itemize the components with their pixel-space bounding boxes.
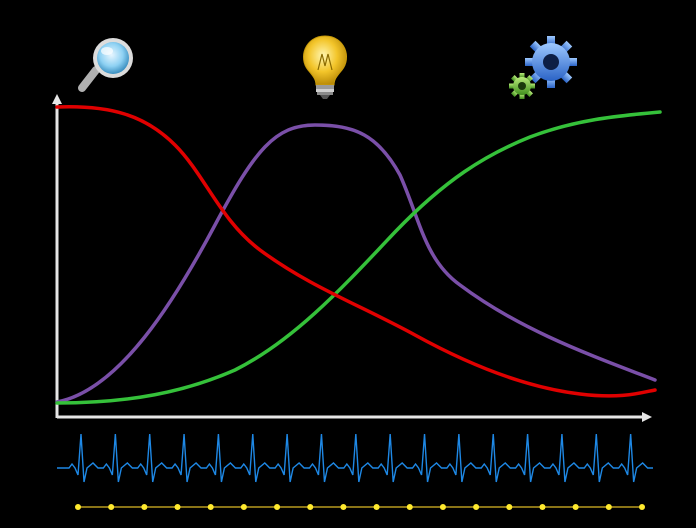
timeline-dot <box>539 504 546 510</box>
red-curve <box>55 105 657 398</box>
timeline-dot <box>174 504 181 510</box>
timeline-dot <box>473 504 480 510</box>
x-axis-arrow <box>642 412 652 422</box>
timeline-dot <box>439 504 446 510</box>
green-curve <box>55 110 662 405</box>
lightbulb-icon <box>303 35 347 99</box>
y-axis-arrow <box>52 94 62 104</box>
timeline-dot <box>75 504 81 510</box>
timeline-dot <box>274 504 281 510</box>
timeline-dot <box>207 504 214 510</box>
timeline-dot <box>572 504 579 510</box>
purple-curve <box>55 123 657 404</box>
timeline-dot <box>373 504 380 510</box>
timeline-dot <box>406 504 413 510</box>
pulse-line <box>57 433 653 483</box>
timeline-dot <box>108 504 115 510</box>
timeline <box>75 504 645 510</box>
pulse-path <box>57 433 653 483</box>
timeline-dot <box>506 504 513 510</box>
timeline-dot <box>240 504 247 510</box>
timeline-dot <box>307 504 314 510</box>
timeline-dot <box>340 504 347 510</box>
magnifier-icon <box>78 38 133 92</box>
gears-icon <box>509 36 577 99</box>
timeline-dot <box>605 504 612 510</box>
axes <box>52 94 652 422</box>
timeline-dot <box>639 504 645 510</box>
timeline-dot <box>141 504 148 510</box>
